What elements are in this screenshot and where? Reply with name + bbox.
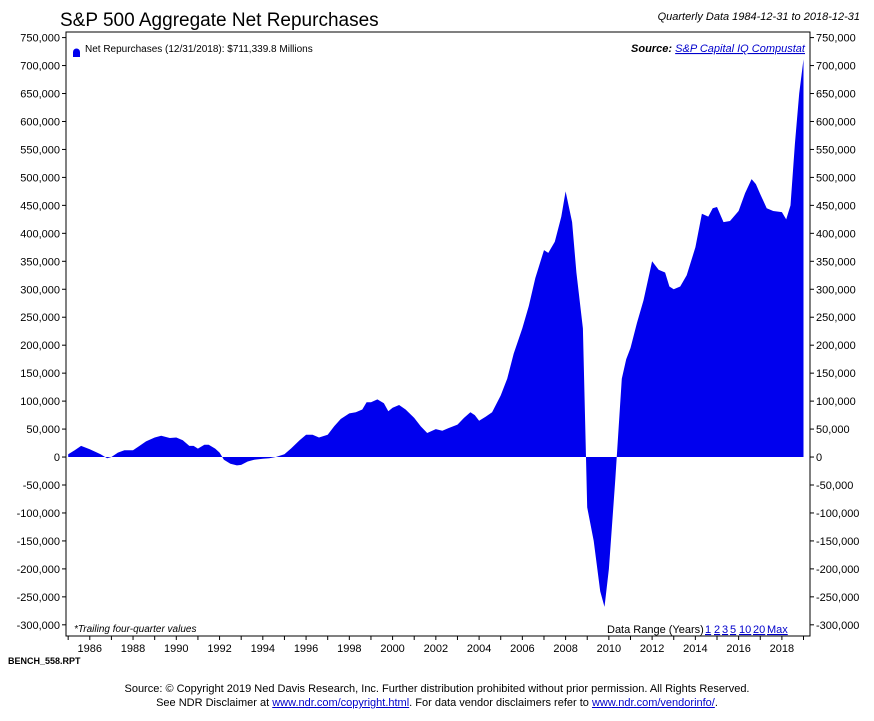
y-tick-label-left: -300,000 — [17, 620, 60, 632]
x-tick-label: 2004 — [467, 643, 491, 655]
y-tick-label-right: 550,000 — [816, 144, 856, 156]
y-tick-label-right: 650,000 — [816, 89, 856, 101]
footer-prefix: See NDR Disclaimer at — [156, 697, 270, 709]
y-tick-label-right: -300,000 — [816, 620, 859, 632]
chart-subtitle: Quarterly Data 1984-12-31 to 2018-12-31 — [658, 11, 860, 23]
source-link[interactable]: S&P Capital IQ Compustat — [675, 43, 806, 55]
range-option-1[interactable]: 1 — [705, 624, 711, 636]
source-note: Source: S&P Capital IQ Compustat — [631, 43, 806, 55]
y-tick-label-right: 300,000 — [816, 284, 856, 296]
x-tick-label: 2008 — [553, 643, 577, 655]
y-tick-label-right: 400,000 — [816, 228, 856, 240]
y-tick-label-right: 750,000 — [816, 33, 856, 45]
y-tick-label-left: -50,000 — [23, 480, 60, 492]
range-option-2[interactable]: 2 — [714, 624, 720, 636]
x-tick-label: 1998 — [337, 643, 361, 655]
y-tick-label-right: -100,000 — [816, 508, 859, 520]
y-tick-label-right: 200,000 — [816, 340, 856, 352]
y-tick-label-left: 250,000 — [20, 312, 60, 324]
y-tick-label-left: 100,000 — [20, 396, 60, 408]
vendorinfo-link[interactable]: www.ndr.com/vendorinfo/ — [591, 697, 715, 709]
data-range-label: Data Range (Years) — [607, 624, 704, 636]
y-tick-label-left: -200,000 — [17, 564, 60, 576]
range-option-10[interactable]: 10 — [739, 624, 751, 636]
y-tick-label-left: 200,000 — [20, 340, 60, 352]
footer-disclaimer: See NDR Disclaimer at www.ndr.com/copyri… — [0, 696, 874, 710]
y-tick-label-left: 300,000 — [20, 284, 60, 296]
x-tick-label: 2010 — [597, 643, 621, 655]
x-tick-label: 2002 — [424, 643, 448, 655]
y-axis-right: -300,000 -250,000 -200,000 -150,000 -100,000… — [810, 33, 859, 632]
y-tick-label-left: 450,000 — [20, 200, 60, 212]
x-tick-label: 1988 — [121, 643, 145, 655]
chart: S&P 500 Aggregate Net Repurchases Quarte… — [17, 10, 860, 655]
copyright-link[interactable]: www.ndr.com/copyright.html — [272, 697, 410, 709]
y-tick-label-left: 650,000 — [20, 89, 60, 101]
x-tick-label: 2018 — [770, 643, 794, 655]
footnote: *Trailing four-quarter values — [74, 624, 196, 635]
footer: Source: © Copyright 2019 Ned Davis Resea… — [0, 682, 874, 710]
y-tick-label-left: 400,000 — [20, 228, 60, 240]
net-repurchases-area — [68, 59, 804, 607]
y-tick-label-right: 700,000 — [816, 61, 856, 73]
legend: Net Repurchases (12/31/2018): $711,339.8… — [73, 44, 313, 57]
y-tick-label-right: 450,000 — [816, 200, 856, 212]
x-axis: 1986 1988 1990 1992 1994 1996 1998 2000 2002 2004… — [67, 636, 805, 655]
y-tick-label-left: 700,000 — [20, 61, 60, 73]
y-tick-label-right: -50,000 — [816, 480, 853, 492]
range-option-max[interactable]: Max — [767, 624, 788, 636]
y-tick-label-right: 600,000 — [816, 116, 856, 128]
range-option-5[interactable]: 5 — [730, 624, 736, 636]
y-tick-label-left: 50,000 — [26, 424, 60, 436]
legend-swatch-icon — [73, 48, 80, 57]
y-tick-label-left: -150,000 — [17, 536, 60, 548]
plot-frame — [65, 31, 811, 637]
x-tick-label: 2016 — [726, 643, 750, 655]
legend-label: Net Repurchases (12/31/2018): $711,339.8… — [85, 44, 313, 55]
y-tick-label-left: 0 — [54, 452, 60, 464]
y-tick-label-left: 150,000 — [20, 368, 60, 380]
y-tick-label-right: 100,000 — [816, 396, 856, 408]
y-tick-label-right: 500,000 — [816, 172, 856, 184]
chart-title: S&P 500 Aggregate Net Repurchases — [60, 10, 379, 31]
x-tick-label: 2000 — [380, 643, 404, 655]
y-tick-label-right: -250,000 — [816, 592, 859, 604]
y-tick-label-right: 250,000 — [816, 312, 856, 324]
data-range-selector: Data Range (Years) 1 2 3 5 10 20 Max — [607, 624, 788, 636]
y-tick-label-left: 350,000 — [20, 256, 60, 268]
source-label: Source: — [631, 43, 672, 55]
y-tick-label-right: 150,000 — [816, 368, 856, 380]
y-tick-label-right: 50,000 — [816, 424, 850, 436]
x-tick-label: 2012 — [640, 643, 664, 655]
y-tick-label-right: 350,000 — [816, 256, 856, 268]
x-tick-label: 2014 — [683, 643, 707, 655]
range-option-20[interactable]: 20 — [753, 624, 765, 636]
report-id: BENCH_558.RPT — [8, 656, 81, 666]
x-tick-label: 1992 — [207, 643, 231, 655]
y-tick-label-left: 600,000 — [20, 116, 60, 128]
y-tick-label-right: -200,000 — [816, 564, 859, 576]
y-tick-label-left: 750,000 — [20, 33, 60, 45]
y-axis-left: -300,000 -250,000 -200,000 -150,000 -100,000… — [17, 33, 66, 632]
y-tick-label-left: 550,000 — [20, 144, 60, 156]
y-tick-label-left: -250,000 — [17, 592, 60, 604]
y-tick-label-right: 0 — [816, 452, 822, 464]
footer-middle: . For data vendor disclaimers refer to — [409, 697, 589, 709]
x-tick-label: 1996 — [294, 643, 318, 655]
footer-copyright: Source: © Copyright 2019 Ned Davis Resea… — [124, 683, 750, 695]
y-tick-label-right: -150,000 — [816, 536, 859, 548]
y-tick-label-left: 500,000 — [20, 172, 60, 184]
x-tick-label: 1986 — [78, 643, 102, 655]
x-tick-label: 1994 — [251, 643, 275, 655]
range-option-3[interactable]: 3 — [722, 624, 728, 636]
footer-suffix: . — [714, 697, 718, 709]
x-tick-label: 1990 — [164, 643, 188, 655]
x-tick-label: 2006 — [510, 643, 534, 655]
y-tick-label-left: -100,000 — [17, 508, 60, 520]
